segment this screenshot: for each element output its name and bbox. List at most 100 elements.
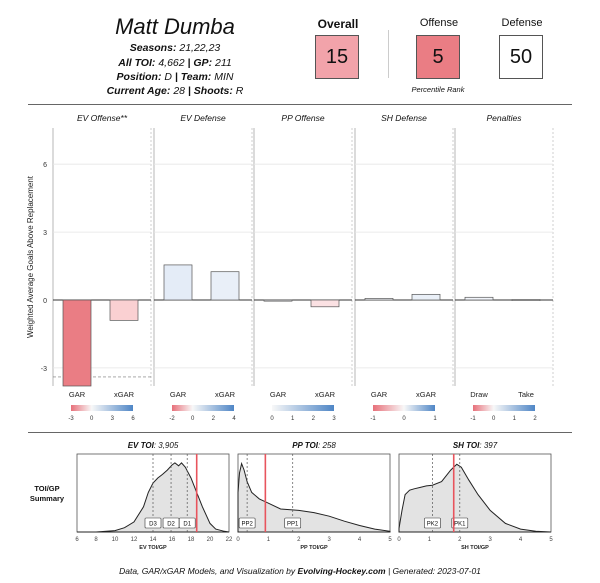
bar-category-label: xGAR bbox=[114, 390, 135, 399]
legend-tick-label: 1 bbox=[291, 416, 295, 422]
panel-title: EV Offense** bbox=[77, 113, 128, 123]
marker-box bbox=[178, 517, 196, 529]
bar-draw bbox=[464, 296, 494, 301]
overall-rank-box: 15 bbox=[315, 35, 359, 79]
marker-label: D3 bbox=[149, 522, 157, 528]
x-tick-label: 4 bbox=[519, 537, 523, 543]
marker-label: D2 bbox=[167, 522, 175, 528]
marker-box bbox=[238, 517, 256, 529]
shoots-label: Shoots bbox=[193, 85, 230, 97]
bar-xgar bbox=[109, 299, 139, 321]
panel-title: Penalties bbox=[487, 113, 523, 123]
x-tick-label: 2 bbox=[297, 537, 301, 543]
bar-category-label: xGAR bbox=[215, 390, 236, 399]
x-axis-label: EV TOI/GP bbox=[139, 545, 167, 551]
position-value: D bbox=[164, 71, 172, 83]
y-axis-label: Weighted Average Goals Above Replacement bbox=[26, 175, 35, 338]
bar-gar bbox=[163, 264, 193, 301]
color-legend-bar bbox=[172, 405, 234, 411]
x-tick-label: 16 bbox=[169, 537, 176, 543]
density-area bbox=[237, 461, 391, 533]
panel-title: PP Offense bbox=[281, 113, 324, 123]
bar-category-label: GAR bbox=[371, 390, 388, 399]
x-tick-label: 2 bbox=[458, 537, 462, 543]
legend-tick-label: 6 bbox=[131, 416, 135, 422]
x-tick-label: 3 bbox=[489, 537, 493, 543]
toi-title-label: EV TOI bbox=[128, 441, 155, 450]
toi-title-value: 3,905 bbox=[158, 441, 179, 450]
age-label: Current Age bbox=[106, 85, 167, 97]
bar-category-label: GAR bbox=[69, 390, 86, 399]
footer-generated: | Generated: 2023-07-01 bbox=[387, 566, 481, 576]
bio-age: Current Age: 28 | Shoots: R bbox=[106, 85, 244, 97]
legend-tick-label: 2 bbox=[212, 416, 216, 422]
x-tick-label: 10 bbox=[112, 537, 119, 543]
bar-take bbox=[511, 299, 541, 301]
x-tick-label: 22 bbox=[226, 537, 233, 543]
legend-tick-label: 3 bbox=[332, 416, 336, 422]
gp-value: 211 bbox=[214, 57, 232, 69]
overall-label: Overall bbox=[317, 17, 359, 31]
marker-box bbox=[451, 517, 469, 529]
legend-tick-label: -3 bbox=[68, 416, 74, 422]
legend-tick-label: 0 bbox=[90, 416, 94, 422]
divider-bottom bbox=[28, 432, 572, 433]
seasons-value: 21,22,23 bbox=[179, 42, 221, 54]
color-legend-bar bbox=[473, 405, 535, 411]
x-tick-label: 0 bbox=[236, 537, 240, 543]
gar-chart: Weighted Average Goals Above Replacement… bbox=[26, 113, 554, 422]
legend-tick-label: 0 bbox=[492, 416, 496, 422]
x-tick-label: 6 bbox=[75, 537, 79, 543]
toi-title-label: SH TOI bbox=[453, 441, 480, 450]
offense-label: Offense bbox=[419, 17, 459, 29]
toi-title-sep: : bbox=[318, 441, 322, 450]
marker-label: PP2 bbox=[241, 522, 253, 528]
panel-title: SH Defense bbox=[381, 113, 427, 123]
divider-top bbox=[28, 104, 572, 105]
side-label: TOI/GP bbox=[34, 484, 59, 493]
footer-site: Evolving-Hockey.com bbox=[297, 566, 386, 576]
x-tick-label: 1 bbox=[267, 537, 271, 543]
marker-box bbox=[424, 517, 441, 529]
legend-tick-label: 2 bbox=[312, 416, 316, 422]
shoots-value: R bbox=[235, 85, 244, 97]
marker-label: PK2 bbox=[427, 522, 439, 528]
bar-xgar bbox=[310, 299, 340, 308]
density-area bbox=[77, 462, 230, 533]
bar-category-label: xGAR bbox=[416, 390, 437, 399]
marker-label: PK1 bbox=[454, 522, 466, 528]
legend-tick-label: 1 bbox=[513, 416, 517, 422]
legend-tick-label: 2 bbox=[533, 416, 537, 422]
defense-rank-box: 50 bbox=[499, 35, 543, 79]
toi-panel-title: SH TOI: 397 bbox=[453, 441, 498, 450]
bar-xgar bbox=[411, 293, 441, 301]
position-label: Position bbox=[116, 71, 158, 83]
x-axis-label: PP TOI/GP bbox=[300, 545, 328, 551]
toi-panel-title: PP TOI: 258 bbox=[292, 441, 336, 450]
bar-category-label: Take bbox=[518, 390, 534, 399]
legend-tick-label: -1 bbox=[370, 416, 376, 422]
y-tick-label: 0 bbox=[43, 298, 47, 305]
rank-divider bbox=[388, 30, 389, 78]
legend-tick-label: 1 bbox=[433, 416, 437, 422]
bar-gar bbox=[364, 298, 394, 301]
legend-tick-label: 0 bbox=[402, 416, 406, 422]
bar-xgar bbox=[210, 271, 240, 301]
panel-title: EV Defense bbox=[180, 113, 226, 123]
color-legend-bar bbox=[71, 405, 133, 411]
legend-tick-label: 0 bbox=[191, 416, 195, 422]
bar-category-label: Draw bbox=[470, 390, 488, 399]
player-name: Matt Dumba bbox=[115, 14, 235, 39]
x-tick-label: 1 bbox=[428, 537, 432, 543]
defense-label: Defense bbox=[501, 17, 543, 29]
team-label: Team bbox=[180, 71, 208, 83]
x-tick-label: 20 bbox=[207, 537, 214, 543]
toi-title-label: PP TOI bbox=[292, 441, 319, 450]
legend-tick-label: 3 bbox=[111, 416, 115, 422]
legend-tick-label: 4 bbox=[232, 416, 236, 422]
marker-label: PP1 bbox=[287, 522, 299, 528]
bar-gar bbox=[263, 299, 293, 302]
gp-label: GP bbox=[193, 57, 209, 69]
density-area bbox=[398, 463, 552, 533]
